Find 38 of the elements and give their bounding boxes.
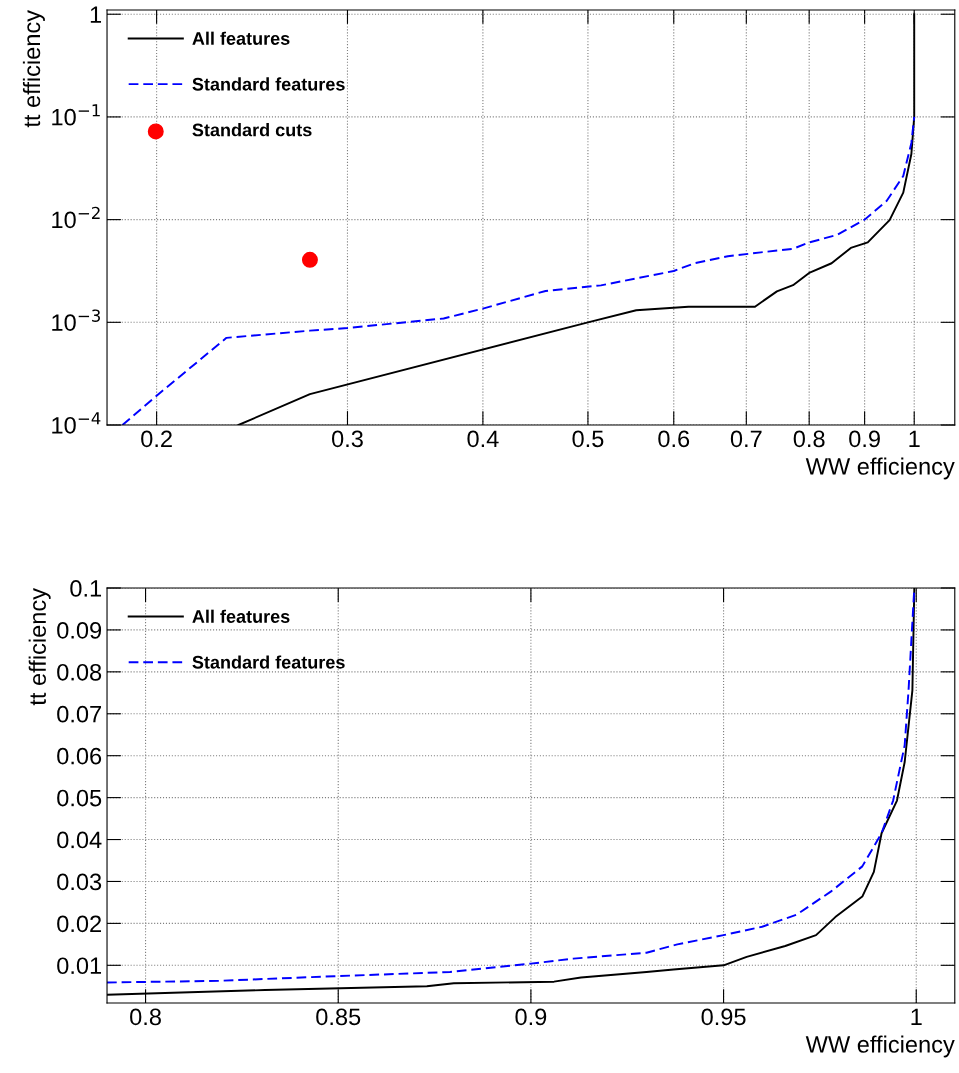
y-tick-label: 0.1 [70,580,102,597]
legend-label: All features [192,609,290,623]
y-axis-title: tt efficiency [22,10,45,128]
x-tick-label: 0.85 [316,1008,361,1026]
y-axis-title: tt efficiency [28,588,51,706]
x-tick-label: 0.4 [467,430,499,448]
y-tick-label: 0.07 [57,705,101,723]
y-tick-label: 10$^{−4}$ [52,412,101,434]
legend-label: Standard features [192,655,345,669]
y-tick-label: 0.06 [57,747,102,765]
x-tick-label: 1 [909,430,920,447]
legend-label: Standard cuts [192,123,312,137]
y-tick-label: 1 [90,6,102,23]
y-tick-label: 0.09 [57,621,102,639]
x-tick-label: 0.5 [572,430,604,448]
x-tick-label: 0.9 [515,1008,547,1026]
y-tick-label: 0.08 [57,663,102,681]
y-tick-label: 0.04 [57,831,102,849]
y-tick-label: 0.03 [57,873,102,891]
x-tick-label: 0.6 [658,430,690,448]
x-axis-title: WW efficiency [805,457,955,480]
x-tick-label: 0.8 [793,430,825,448]
x-tick-label: 0.9 [849,430,880,448]
x-tick-label: 0.95 [701,1008,746,1026]
x-axis-title: WW efficiency [805,1035,955,1058]
y-tick-label: 10$^{−1}$ [52,104,100,126]
x-tick-label: 0.7 [730,430,762,448]
x-tick-label: 1 [911,1008,922,1026]
y-tick-label: 0.02 [57,915,101,933]
y-tick-label: 0.05 [57,789,102,807]
x-tick-label: 0.8 [130,1008,161,1026]
x-tick-label: 0.3 [331,430,363,448]
x-tick-label: 0.2 [141,430,172,448]
y-tick-label: 10$^{−2}$ [52,206,100,229]
legend-label: Standard features [192,77,345,91]
y-tick-label: 10$^{−3}$ [52,309,100,331]
legend-label: All features [192,31,290,45]
y-tick-label: 0.01 [57,957,102,975]
